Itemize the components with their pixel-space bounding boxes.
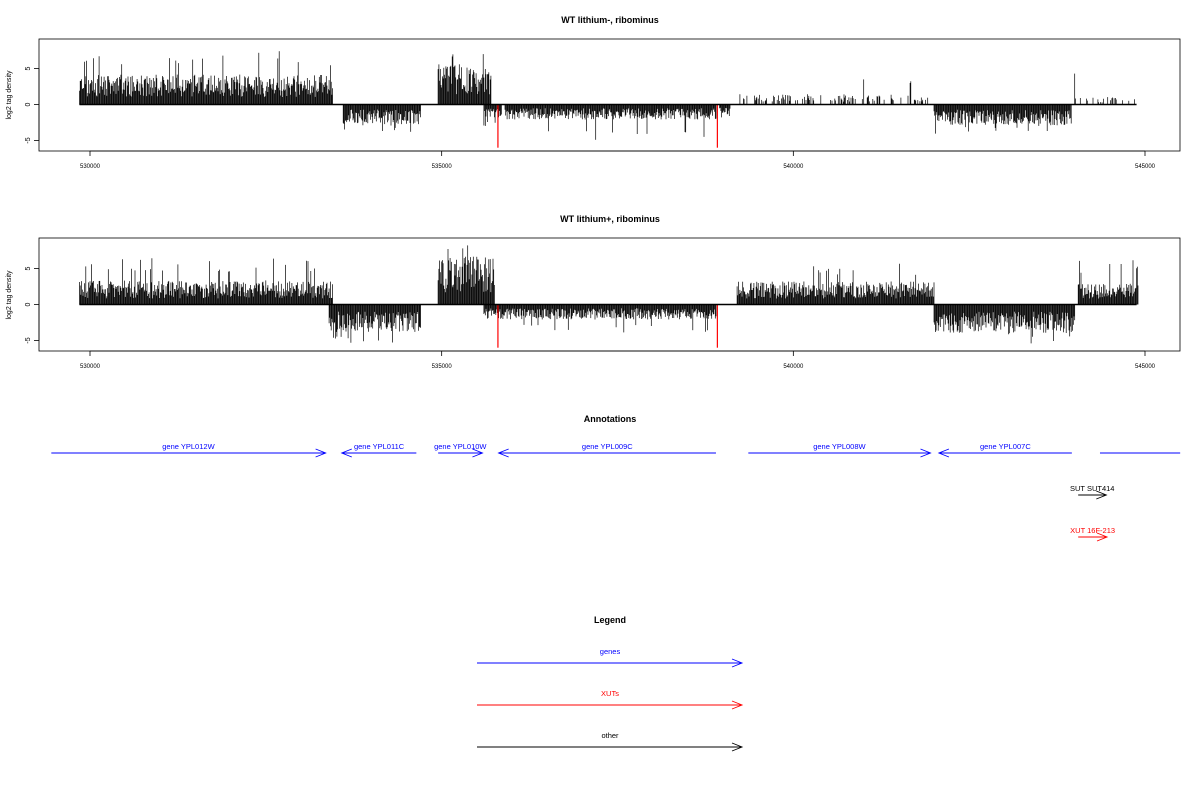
- x-tick-label: 535000: [432, 364, 453, 370]
- feature-label: gene YPL011C: [354, 442, 405, 451]
- legend-head: [731, 658, 744, 668]
- feature-head: [937, 448, 950, 458]
- annotation-feature: gene YPL010W: [434, 442, 487, 458]
- track-panel-lithium-minus: WT lithium-, ribominus log2 tag density …: [6, 15, 1181, 170]
- x-tick-label: 530000: [80, 164, 101, 170]
- legend: Legend genes XUTs other: [477, 615, 744, 752]
- y-tick-label: 0: [25, 302, 32, 306]
- y-tick-label: -5: [25, 337, 32, 343]
- legend-title: Legend: [594, 615, 626, 625]
- panel-title: WT lithium+, ribominus: [560, 214, 660, 224]
- feature-head: [920, 448, 932, 458]
- feature-label: SUT SUT414: [1070, 484, 1114, 493]
- legend-entry: other: [477, 731, 744, 752]
- annotation-feature: gene YPL007C: [937, 442, 1072, 458]
- feature-head: [315, 448, 327, 458]
- annotation-feature: gene YPL009C: [497, 442, 716, 458]
- legend-head: [731, 700, 744, 710]
- highlight-bars: [497, 104, 718, 148]
- legend-entry: genes: [477, 647, 744, 668]
- annotations-track: Annotations gene YPL012W gene YPL011C gene…: [51, 414, 1181, 542]
- annotation-feature: gene YPL011C: [340, 442, 417, 458]
- x-axis: 530000 535000 540000 545000: [80, 150, 1156, 170]
- x-tick-label: 535000: [432, 164, 453, 170]
- y-axis-label: log2 tag density: [6, 270, 13, 320]
- x-axis: 530000 535000 540000 545000: [80, 350, 1156, 370]
- x-tick-label: 540000: [783, 164, 804, 170]
- feature-head: [1096, 490, 1108, 500]
- annotation-feature: XUT 16F-213: [1070, 526, 1115, 542]
- feature-label: gene YPL012W: [162, 442, 215, 451]
- y-axis-label: log2 tag density: [6, 70, 13, 120]
- y-tick-label: 5: [25, 266, 32, 270]
- y-axis: -5 0 5: [25, 266, 40, 344]
- y-tick-label: 0: [25, 102, 32, 106]
- legend-label: other: [601, 731, 619, 740]
- x-tick-label: 540000: [783, 364, 804, 370]
- y-axis: -5 0 5: [25, 66, 40, 144]
- feature-label: XUT 16F-213: [1070, 526, 1115, 535]
- annotation-features: gene YPL012W gene YPL011C gene YPL010W gene…: [51, 442, 1181, 542]
- feature-label: gene YPL010W: [434, 442, 487, 451]
- highlight-bars: [497, 304, 718, 348]
- feature-head: [1096, 532, 1109, 542]
- annotation-feature: gene YPL008W: [748, 442, 932, 458]
- legend-entries: genes XUTs other: [477, 647, 744, 752]
- track-panel-lithium-plus: WT lithium+, ribominus log2 tag density …: [6, 214, 1181, 370]
- feature-head: [340, 448, 352, 458]
- x-tick-label: 530000: [80, 364, 101, 370]
- legend-entry: XUTs: [477, 689, 744, 710]
- signal-bars: [79, 245, 1139, 344]
- annotations-title: Annotations: [584, 414, 637, 424]
- legend-head: [731, 742, 744, 752]
- legend-label: genes: [600, 647, 621, 656]
- feature-head: [497, 448, 509, 458]
- feature-head: [472, 448, 484, 458]
- legend-label: XUTs: [601, 689, 619, 698]
- y-tick-label: 5: [25, 66, 32, 70]
- x-tick-label: 545000: [1135, 164, 1156, 170]
- feature-label: gene YPL007C: [980, 442, 1031, 451]
- y-tick-label: -5: [25, 137, 32, 143]
- x-tick-label: 545000: [1135, 364, 1156, 370]
- feature-label: gene YPL008W: [813, 442, 866, 451]
- annotation-feature: SUT SUT414: [1070, 484, 1114, 500]
- feature-label: gene YPL009C: [582, 442, 633, 451]
- panel-title: WT lithium-, ribominus: [561, 15, 659, 25]
- signal-bars: [79, 51, 1135, 140]
- annotation-feature: gene YPL012W: [51, 442, 327, 458]
